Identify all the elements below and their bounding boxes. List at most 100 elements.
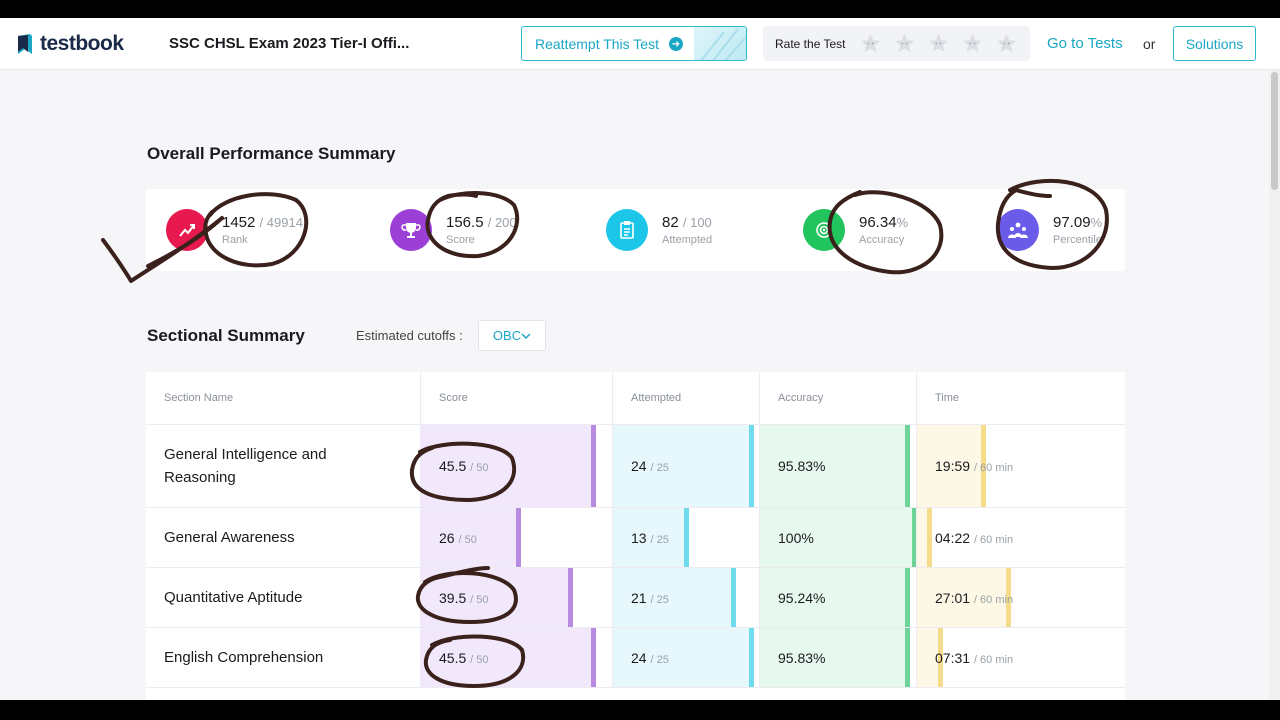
star-icon[interactable] xyxy=(859,32,882,55)
reattempt-test-button[interactable]: Reattempt This Test ➜ xyxy=(521,26,747,61)
scrollbar-thumb[interactable] xyxy=(1271,72,1278,190)
sectional-summary-table: Section Name Score Attempted Accuracy Ti… xyxy=(146,372,1125,700)
results-page: testbook SSC CHSL Exam 2023 Tier-I Offi.… xyxy=(0,18,1280,700)
accuracy-value: 96.34 xyxy=(859,214,897,231)
accuracy-value: 95.24% xyxy=(778,589,826,606)
time-cell: 07:31 / 60 min xyxy=(917,628,1125,687)
chevron-down-icon xyxy=(521,328,531,343)
table-row xyxy=(146,688,1125,700)
time-progress-fill xyxy=(917,628,943,687)
clipboard-icon xyxy=(606,209,648,251)
star-icon[interactable] xyxy=(995,32,1018,55)
bookmark-icon xyxy=(16,34,34,54)
attempted-value: 24 xyxy=(631,649,647,666)
decorative-graphic xyxy=(694,27,746,60)
star-icon[interactable] xyxy=(927,32,950,55)
score-total: / 50 xyxy=(470,462,489,474)
section-name-cell: General Awareness xyxy=(146,508,421,567)
time-cell: 27:01 / 60 min xyxy=(917,568,1125,627)
time-progress-fill xyxy=(917,425,986,507)
arrow-right-icon: ➜ xyxy=(669,37,683,51)
score-value: 156.5 xyxy=(446,214,484,231)
score-value: 26 xyxy=(439,529,455,546)
time-cell: 04:22 / 60 min xyxy=(917,508,1125,567)
attempted-total: / 100 xyxy=(682,215,712,230)
score-value: 45.5 xyxy=(439,649,467,666)
score-total: / 200 xyxy=(487,215,517,230)
accuracy-cell: 95.83% xyxy=(760,425,917,507)
percentile-unit: % xyxy=(1090,215,1103,230)
testbook-logo[interactable]: testbook xyxy=(16,30,124,58)
section-name: General Intelligence and Reasoning xyxy=(164,446,327,486)
star-icon[interactable] xyxy=(961,32,984,55)
percentile-value: 97.09 xyxy=(1053,214,1091,231)
rank-icon xyxy=(166,209,208,251)
metric-percentile: 97.09% Percentile xyxy=(997,189,1102,271)
section-name: English Comprehension xyxy=(164,649,324,666)
attempted-cell: 24 / 25 xyxy=(613,425,760,507)
rank-label: Rank xyxy=(222,234,248,246)
time-total: / 60 min xyxy=(973,533,1014,546)
attempted-label: Attempted xyxy=(662,234,713,246)
page-scrollbar[interactable] xyxy=(1269,70,1280,700)
score-cell: 39.5 / 50 xyxy=(421,568,613,627)
attempted-total: / 25 xyxy=(650,653,669,666)
rate-test-panel: Rate the Test xyxy=(763,26,1030,61)
rate-label: Rate the Test xyxy=(775,36,846,51)
time-cell: 19:59 / 60 min xyxy=(917,425,1125,507)
accuracy-progress-fill xyxy=(760,508,916,567)
score-label: Score xyxy=(446,234,475,246)
accuracy-cell: 95.83% xyxy=(760,628,917,687)
attempted-cell: 24 / 25 xyxy=(613,628,760,687)
metric-score: 156.5 / 200 Score xyxy=(390,189,517,271)
attempted-total: / 25 xyxy=(650,533,669,546)
cutoff-category-dropdown[interactable]: OBC xyxy=(478,320,546,351)
column-header-time: Time xyxy=(917,372,1125,425)
overall-summary-heading: Overall Performance Summary xyxy=(147,144,396,163)
accuracy-progress-fill xyxy=(760,628,910,687)
section-name-cell: English Comprehension xyxy=(146,628,421,687)
table-row: Quantitative Aptitude 39.5 / 50 21 / 25 95.… xyxy=(146,568,1125,628)
brand-name: testbook xyxy=(40,32,124,55)
metric-accuracy: 96.34% Accuracy xyxy=(803,189,908,271)
or-separator: or xyxy=(1143,36,1156,52)
column-header-accuracy: Accuracy xyxy=(760,372,917,425)
attempted-cell: 13 / 25 xyxy=(613,508,760,567)
column-header-attempted: Attempted xyxy=(613,372,760,425)
attempted-value: 13 xyxy=(631,529,647,546)
score-progress-fill xyxy=(421,508,521,567)
go-to-tests-link[interactable]: Go to Tests xyxy=(1047,35,1123,52)
section-name-cell: Quantitative Aptitude xyxy=(146,568,421,627)
accuracy-unit: % xyxy=(896,215,909,230)
exam-title: SSC CHSL Exam 2023 Tier-I Offi... xyxy=(169,35,410,52)
attempted-cell: 21 / 25 xyxy=(613,568,760,627)
time-total: / 60 min xyxy=(973,653,1014,666)
rank-value: 1452 xyxy=(222,214,256,231)
accuracy-label: Accuracy xyxy=(859,234,905,246)
accuracy-value: 100% xyxy=(778,529,814,546)
accuracy-value: 95.83% xyxy=(778,649,826,666)
accuracy-cell: 95.24% xyxy=(760,568,917,627)
attempted-value: 24 xyxy=(631,458,647,474)
time-value: 27:01 xyxy=(935,589,971,606)
attempted-total: / 25 xyxy=(650,593,669,606)
cutoff-label: Estimated cutoffs : xyxy=(356,328,463,343)
column-header-section: Section Name xyxy=(146,372,421,425)
table-row: General Awareness 26 / 50 13 / 25 100% 04:22… xyxy=(146,508,1125,568)
trophy-icon xyxy=(390,209,432,251)
solutions-button[interactable]: Solutions xyxy=(1173,26,1256,61)
score-cell: 45.5 / 50 xyxy=(421,628,613,687)
people-icon xyxy=(997,209,1039,251)
section-name: Quantitative Aptitude xyxy=(164,589,303,606)
accuracy-progress-fill xyxy=(760,568,910,627)
section-name-cell: General Intelligence and Reasoning xyxy=(146,425,421,507)
attempted-value: 21 xyxy=(631,589,647,606)
accuracy-value: 95.83% xyxy=(778,458,826,474)
percentile-label: Percentile xyxy=(1053,234,1102,246)
star-icon[interactable] xyxy=(893,32,916,55)
score-total: / 50 xyxy=(470,653,489,666)
sectional-summary-heading: Sectional Summary xyxy=(147,326,305,345)
time-total: / 60 min xyxy=(973,462,1014,474)
time-value: 07:31 xyxy=(935,649,971,666)
letterbox-bottom xyxy=(0,700,1280,720)
